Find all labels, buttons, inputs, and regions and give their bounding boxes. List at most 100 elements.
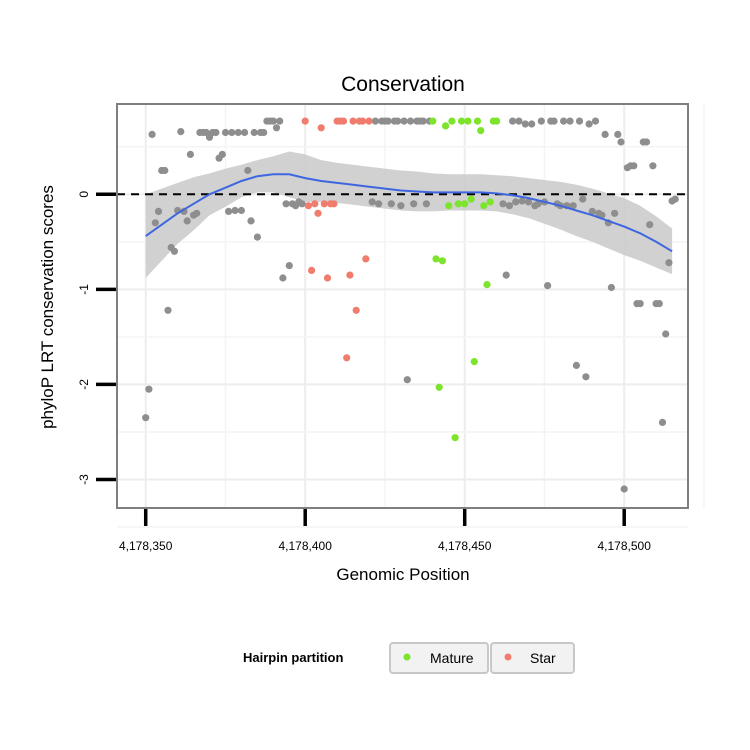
data-point-other <box>279 274 287 282</box>
data-point-other <box>241 128 249 137</box>
data-point-other <box>253 233 261 241</box>
data-point-other <box>228 128 236 137</box>
data-point-mature <box>451 434 459 442</box>
data-point-other <box>237 206 245 215</box>
legend-title: Hairpin partition <box>243 650 343 665</box>
data-point-other <box>298 200 306 208</box>
data-point-other <box>244 166 252 175</box>
data-point-other <box>579 195 587 203</box>
data-point-star <box>311 200 319 208</box>
plot-panel <box>117 104 688 508</box>
data-point-other <box>154 207 163 215</box>
data-point-other <box>537 117 545 125</box>
data-point-other <box>512 198 520 206</box>
x-axis: 4,178,350 4,178,400 4,178,450 4,178,500 <box>119 509 651 553</box>
data-point-other <box>371 117 379 125</box>
data-point-other <box>375 200 383 208</box>
data-point-other <box>607 283 616 292</box>
data-point-star <box>349 117 357 125</box>
data-point-other <box>384 117 392 125</box>
data-point-other <box>410 200 418 208</box>
x-tick-label: 4,178,400 <box>279 539 333 553</box>
data-point-other <box>671 195 679 203</box>
data-point-other <box>403 376 411 384</box>
data-point-other <box>601 130 609 138</box>
data-point-other <box>221 128 230 137</box>
x-tick-label: 4,178,500 <box>598 539 652 553</box>
panel-border <box>116 103 689 509</box>
data-point-mature <box>435 383 443 391</box>
data-point-mature <box>442 122 450 130</box>
data-point-star <box>362 255 370 263</box>
data-point-other <box>518 197 526 205</box>
data-point-other <box>282 200 290 208</box>
x-axis-title: Genomic Position <box>336 565 469 584</box>
data-point-star <box>308 266 316 274</box>
data-point-other <box>247 217 255 225</box>
data-point-other <box>145 385 153 393</box>
confidence-ribbon <box>145 151 673 278</box>
smooth-line <box>145 173 673 253</box>
data-point-mature <box>483 281 491 289</box>
data-point-star <box>365 117 373 125</box>
data-point-other <box>148 130 156 138</box>
data-point-other <box>394 117 402 125</box>
data-point-other <box>521 120 529 128</box>
legend: Hairpin partition Mature Star <box>243 642 575 674</box>
data-point-other <box>505 202 513 210</box>
data-point-other <box>614 130 622 138</box>
data-point-other <box>212 128 220 137</box>
data-point-other <box>234 128 242 137</box>
data-point-other <box>646 221 654 229</box>
data-point-mature <box>477 127 485 135</box>
data-point-other <box>508 117 517 125</box>
data-points <box>142 117 679 493</box>
data-point-other <box>218 150 226 158</box>
data-point-mature <box>473 117 482 125</box>
data-point-other <box>269 117 277 125</box>
data-point-other <box>560 117 568 125</box>
panel-background <box>117 104 688 508</box>
data-point-star <box>339 117 348 125</box>
data-point-other <box>655 300 663 308</box>
legend-label-mature: Mature <box>430 650 474 666</box>
loess-smooth-line <box>145 173 673 253</box>
data-point-mature <box>445 202 453 210</box>
legend-key-mature <box>389 642 489 674</box>
data-point-other <box>183 217 191 225</box>
data-point-other <box>250 128 258 137</box>
data-point-other <box>515 117 523 125</box>
data-point-other <box>575 117 584 125</box>
data-point-other <box>528 120 536 128</box>
panel-frame <box>116 103 689 509</box>
y-axis-title: phyloP LRT conservation scores <box>38 185 57 429</box>
data-point-other <box>642 138 651 146</box>
y-axis: -3 -2 -1 0 <box>77 191 116 485</box>
legend-label-star: Star <box>530 650 556 666</box>
data-point-other <box>193 209 201 217</box>
x-tick-label: 4,178,350 <box>119 539 173 553</box>
data-point-other <box>569 202 577 210</box>
data-point-mature <box>464 117 472 125</box>
data-point-other <box>611 209 619 217</box>
data-point-other <box>588 207 596 215</box>
y-tick-label: -1 <box>77 284 91 295</box>
legend-dot-star <box>504 653 512 661</box>
data-point-mature <box>429 117 437 125</box>
data-point-star <box>359 117 367 125</box>
data-point-other <box>151 219 159 227</box>
data-point-other <box>550 117 558 125</box>
data-point-star <box>317 124 325 132</box>
data-point-other <box>662 330 670 338</box>
data-point-other <box>582 373 590 381</box>
data-point-other <box>544 282 552 290</box>
data-point-other <box>649 162 657 170</box>
data-point-star <box>346 271 354 279</box>
data-point-other <box>225 207 233 215</box>
chart-title: Conservation <box>341 73 465 96</box>
y-tick-label: 0 <box>77 191 91 198</box>
y-tick-label: -2 <box>77 379 91 390</box>
data-point-other <box>387 200 395 208</box>
data-point-other <box>636 300 644 308</box>
y-tick-label: -3 <box>77 474 91 485</box>
